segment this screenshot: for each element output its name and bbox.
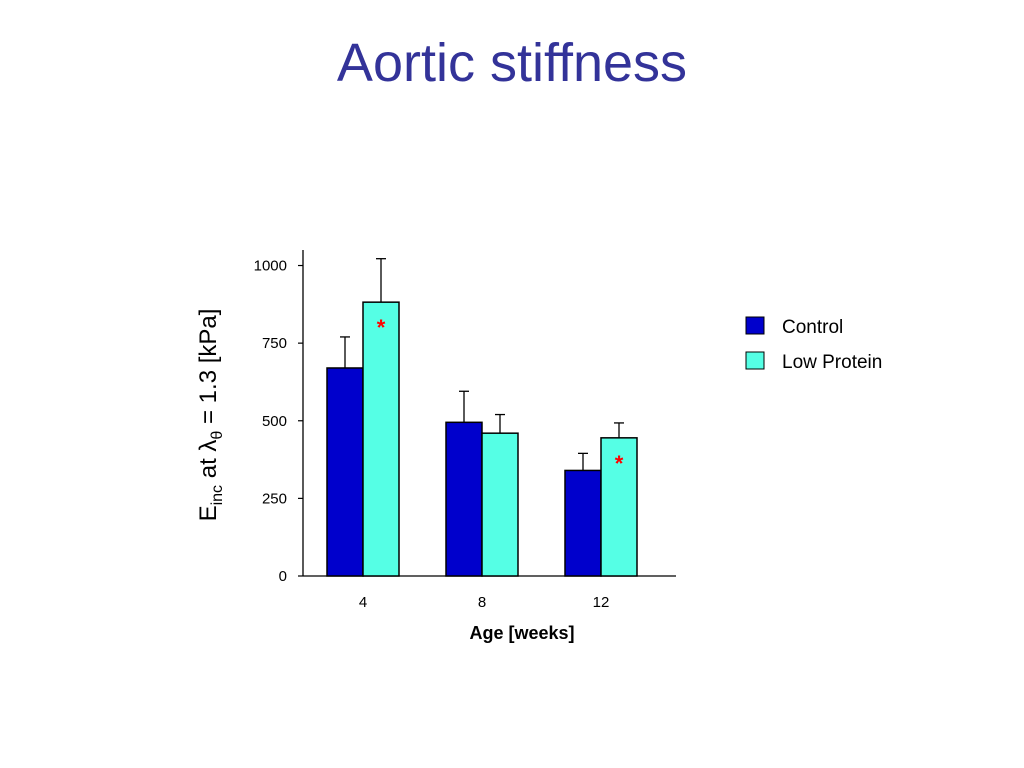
y-axis-title-main: E [195,505,222,521]
y-axis-ticks: 0 250 500 750 1000 [254,258,303,585]
legend-item-control: Control [745,316,843,338]
bar-low-protein-8 [481,432,519,577]
slide-title: Aortic stiffness [336,33,688,93]
x-tick-label: 8 [478,594,486,611]
y-axis-title-tail: = 1.3 [kPa] [195,309,222,431]
significance-markers: ** [377,315,624,476]
y-tick-label: 750 [262,335,287,352]
bar-control-8 [445,421,483,577]
legend-swatch-control [745,316,765,335]
significance-marker: * [615,451,624,476]
y-tick-label: 250 [262,490,287,507]
error-bars [340,258,624,471]
y-tick-label: 1000 [254,258,287,275]
x-axis-title: Age [weeks] [469,623,574,643]
legend-label-low-protein: Low Protein [782,352,882,373]
bar-control-4 [326,367,364,577]
bars [326,301,638,577]
bar-control-12 [564,469,602,577]
legend-swatch-low-protein [745,351,765,370]
x-tick-label: 4 [359,594,367,611]
y-tick-label: 500 [262,413,287,430]
y-axis-title-mid: at λ [195,440,222,485]
x-tick-label: 12 [593,594,610,611]
x-axis-ticks: 4 8 12 [359,594,610,611]
legend: Control Low Protein [745,316,882,373]
significance-marker: * [377,315,386,340]
bar-low-protein-4 [362,301,400,577]
y-axis-title-subscript-inc: inc [209,485,226,505]
y-tick-label: 0 [279,568,287,585]
legend-label-control: Control [782,317,843,338]
y-axis-title-subscript-theta: θ [209,431,226,440]
legend-item-low-protein: Low Protein [745,351,882,373]
y-axis-title: Einc at λθ = 1.3 [kPa] [195,309,226,522]
